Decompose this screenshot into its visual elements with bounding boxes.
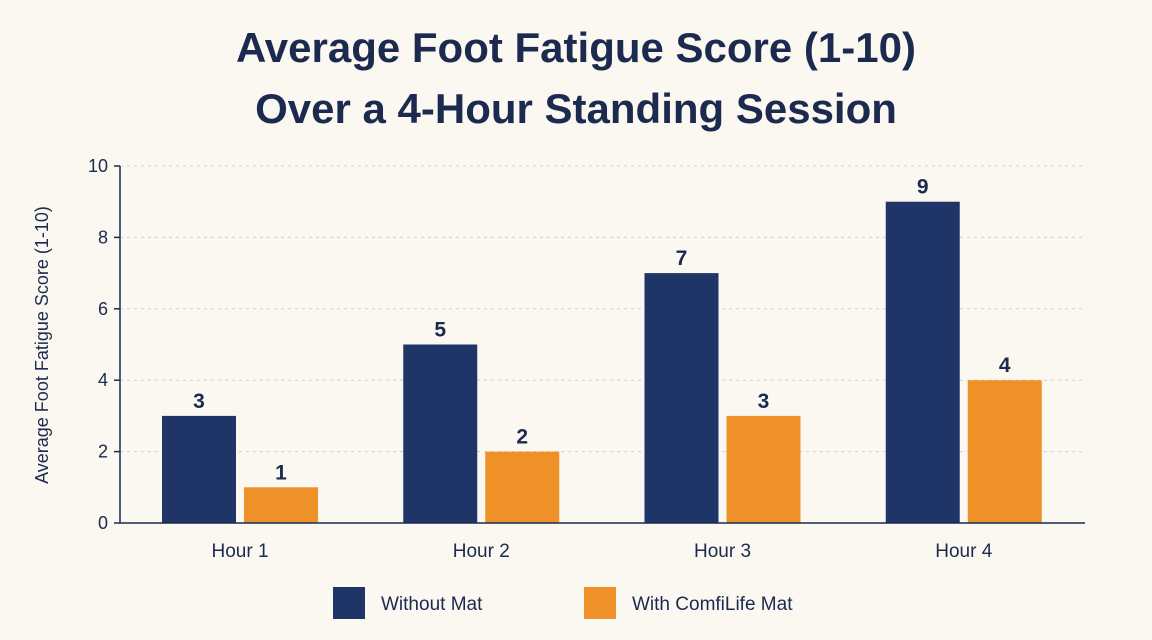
y-tick-label-10: 10 [88,156,108,176]
data-labels: 3 1 5 2 7 3 9 4 [193,176,1011,485]
x-tick-label-1: Hour 1 [211,541,268,562]
legend-label-without-mat: Without Mat [381,594,483,615]
bars [162,201,1042,523]
x-tick-label-4: Hour 4 [935,541,992,562]
chart-title-line-2: Over a 4-Hour Standing Session [255,85,897,132]
chart-title-line-1: Average Foot Fatigue Score (1-10) [236,24,916,71]
bar-without-mat-2 [403,344,478,523]
data-label-without-mat-3: 7 [676,247,688,270]
legend-label-with-mat: With ComfiLife Mat [632,594,793,615]
bar-with-mat-4 [967,380,1042,523]
y-tick-label-8: 8 [98,227,108,247]
data-label-with-mat-3: 3 [758,390,770,413]
y-axis: 0 2 4 6 8 10 [88,156,121,533]
legend: Without Mat With ComfiLife Mat [333,587,793,619]
data-label-with-mat-1: 1 [275,461,287,484]
y-tick-label-2: 2 [98,442,108,462]
x-axis: Hour 1 Hour 2 Hour 3 Hour 4 [120,522,1085,562]
bar-with-mat-1 [244,487,318,523]
bar-with-mat-3 [726,415,801,523]
data-label-without-mat-1: 3 [193,390,205,413]
x-tick-label-3: Hour 3 [694,541,751,562]
bar-without-mat-3 [644,273,719,523]
data-label-without-mat-4: 9 [917,176,929,199]
chart-title: Average Foot Fatigue Score (1-10) Over a… [236,24,916,132]
x-tick-label-2: Hour 2 [453,541,510,562]
data-label-with-mat-4: 4 [999,354,1011,377]
y-tick-label-6: 6 [98,299,108,319]
bar-without-mat-1 [162,415,236,523]
bar-with-mat-2 [485,451,560,523]
data-label-without-mat-2: 5 [434,319,446,342]
bar-without-mat-4 [885,201,960,523]
legend-swatch-with-mat [584,587,616,619]
y-tick-label-4: 4 [98,370,108,390]
data-label-with-mat-2: 2 [516,426,528,449]
legend-swatch-without-mat [333,587,365,619]
y-axis-title: Average Foot Fatigue Score (1-10) [32,206,52,484]
y-tick-label-0: 0 [98,513,108,533]
